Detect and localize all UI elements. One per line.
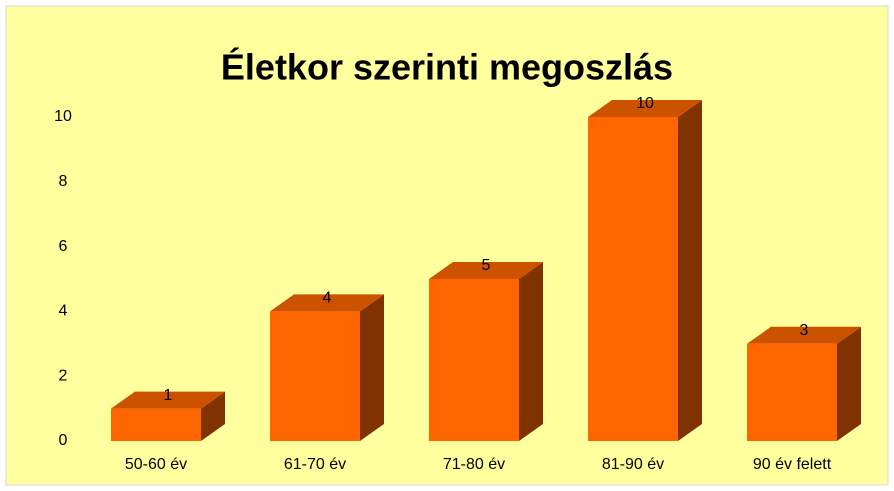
bar-top <box>747 326 861 344</box>
x-tick-label: 81-90 év <box>602 456 664 473</box>
data-label: 5 <box>482 257 491 274</box>
x-tick-label: 61-70 év <box>284 456 346 473</box>
bar-side <box>360 294 384 441</box>
bar <box>270 294 384 441</box>
data-label: 1 <box>164 387 173 404</box>
data-label: 10 <box>636 95 654 112</box>
bar-top <box>588 100 702 117</box>
bar-front <box>111 408 201 441</box>
x-tick-label: 90 év felett <box>753 456 832 473</box>
x-tick-label: 50-60 év <box>125 456 187 473</box>
bar-top <box>111 391 225 409</box>
bar-side <box>519 262 543 441</box>
data-label: 3 <box>800 322 809 339</box>
y-tick-label: 10 <box>54 108 72 125</box>
bar <box>111 391 225 441</box>
bar-side <box>837 326 861 441</box>
y-tick-label: 0 <box>59 432 68 449</box>
bar <box>747 326 861 441</box>
bar-side <box>678 100 702 441</box>
data-label: 4 <box>323 290 332 307</box>
y-tick-label: 6 <box>59 238 68 255</box>
bar-side <box>201 391 225 441</box>
chart-title: Életkor szerinti megoszlás <box>221 47 673 88</box>
bar <box>429 262 543 441</box>
bar-top <box>429 262 543 279</box>
bar-front <box>429 279 519 441</box>
y-tick-label: 4 <box>59 303 68 320</box>
bar-top <box>270 294 384 312</box>
bar-front <box>270 311 360 441</box>
x-tick-label: 71-80 év <box>443 456 505 473</box>
y-tick-label: 8 <box>59 173 68 190</box>
bar <box>588 100 702 441</box>
y-tick-label: 2 <box>59 367 68 384</box>
bar-front <box>588 117 678 441</box>
bar-front <box>747 343 837 441</box>
